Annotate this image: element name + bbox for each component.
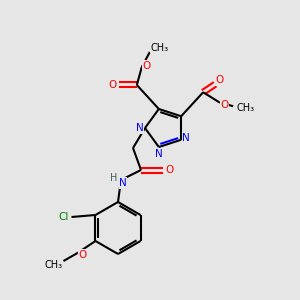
Text: N: N (182, 133, 190, 143)
Text: CH₃: CH₃ (44, 260, 62, 270)
Text: N: N (136, 123, 144, 133)
Text: N: N (119, 178, 127, 188)
Text: O: O (143, 61, 151, 71)
Text: O: O (215, 75, 223, 85)
Text: CH₃: CH₃ (236, 103, 254, 113)
Text: O: O (109, 80, 117, 90)
Text: O: O (165, 165, 173, 175)
Text: O: O (220, 100, 228, 110)
Text: CH₃: CH₃ (151, 43, 169, 53)
Text: Cl: Cl (58, 212, 69, 222)
Text: N: N (155, 149, 163, 159)
Text: H: H (110, 173, 118, 183)
Text: O: O (78, 250, 87, 260)
